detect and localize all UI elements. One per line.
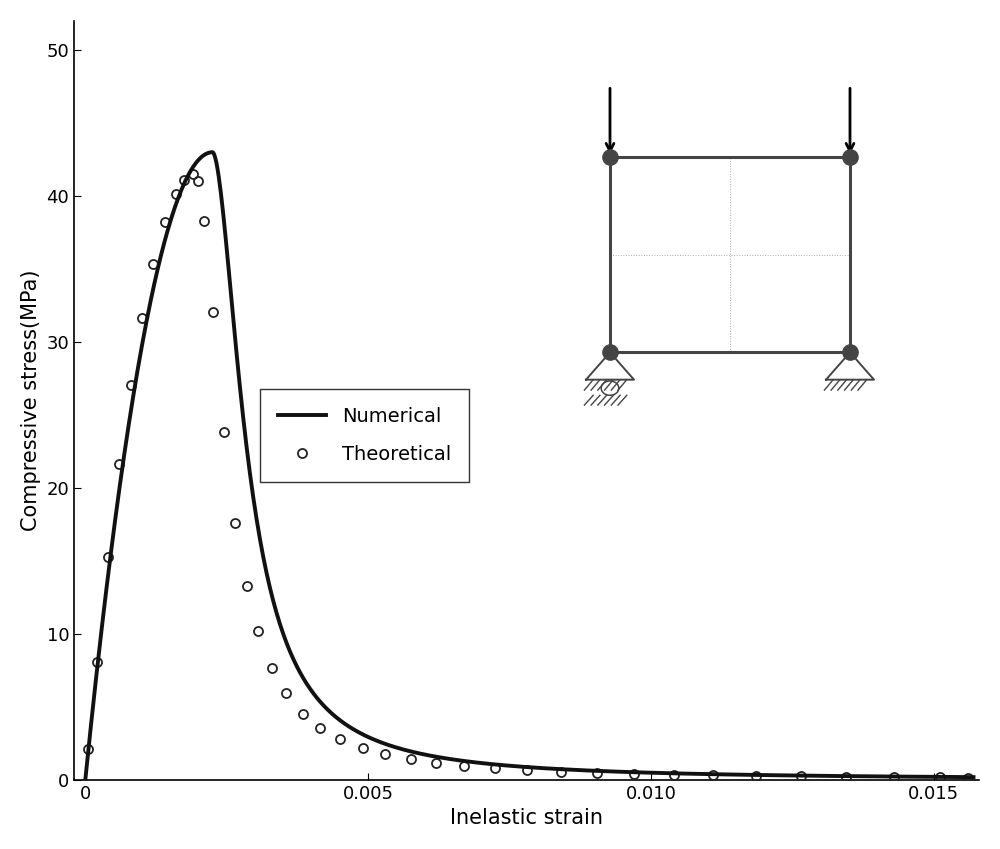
Theoretical: [934, 773, 946, 783]
Theoretical: [125, 380, 137, 390]
Theoretical: [266, 663, 278, 673]
Numerical: [79, 774, 91, 784]
Theoretical: [334, 734, 346, 745]
Theoretical: [229, 518, 241, 528]
Theoretical: [218, 427, 230, 437]
Theoretical: [192, 176, 204, 186]
Theoretical: [297, 709, 309, 719]
Numerical: [620, 767, 632, 777]
Theoretical: [198, 216, 210, 227]
Theoretical: [795, 772, 807, 782]
Theoretical: [357, 743, 369, 753]
Theoretical: [102, 552, 114, 562]
Theoretical: [113, 459, 125, 469]
Numerical: [134, 352, 146, 363]
Theoretical: [430, 758, 442, 768]
Numerical: [754, 770, 766, 780]
Numerical: [596, 766, 608, 776]
Theoretical: [280, 689, 292, 699]
Theoretical: [489, 763, 501, 773]
Theoretical: [840, 772, 852, 782]
Theoretical: [178, 176, 190, 186]
Theoretical: [379, 749, 391, 759]
Theoretical: [555, 767, 567, 777]
Theoretical: [82, 744, 94, 754]
Theoretical: [187, 170, 199, 180]
Theoretical: [405, 754, 417, 764]
Numerical: [968, 772, 980, 782]
Theoretical: [628, 769, 640, 779]
Legend: Numerical, Theoretical: Numerical, Theoretical: [260, 389, 469, 481]
Theoretical: [170, 188, 182, 199]
Theoretical: [91, 657, 103, 667]
Theoretical: [147, 259, 159, 269]
Theoretical: [252, 626, 264, 636]
Theoretical: [241, 582, 253, 592]
Theoretical: [962, 773, 974, 783]
Theoretical: [750, 771, 762, 781]
Numerical: [206, 147, 218, 157]
Theoretical: [136, 312, 148, 323]
Theoretical: [888, 772, 900, 782]
X-axis label: Inelastic strain: Inelastic strain: [450, 808, 603, 828]
Theoretical: [521, 765, 533, 775]
Line: Numerical: Numerical: [85, 152, 974, 779]
Line: Theoretical: Theoretical: [84, 170, 972, 782]
Theoretical: [707, 770, 719, 780]
Theoretical: [668, 770, 680, 780]
Numerical: [845, 771, 857, 781]
Theoretical: [458, 761, 470, 771]
Y-axis label: Compressive stress(MPa): Compressive stress(MPa): [21, 269, 41, 531]
Theoretical: [314, 722, 326, 733]
Theoretical: [591, 767, 603, 778]
Numerical: [646, 767, 658, 778]
Theoretical: [159, 217, 171, 228]
Theoretical: [207, 307, 219, 318]
